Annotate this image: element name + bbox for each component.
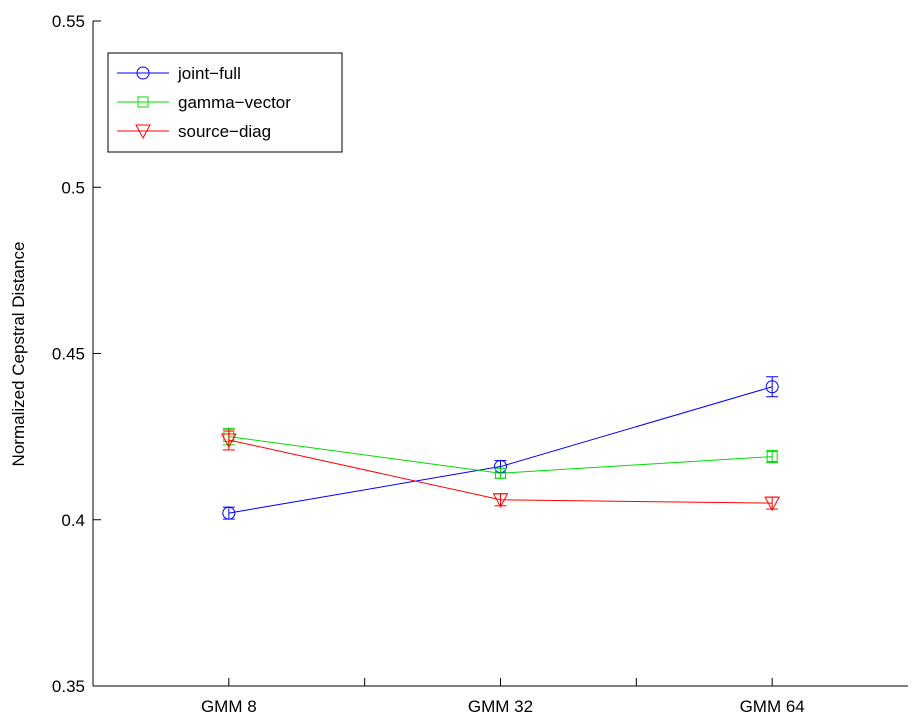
series-2: [220, 429, 781, 512]
x-tick-label: GMM 32: [468, 697, 533, 716]
triangle-marker: [135, 124, 151, 140]
circle-marker: [136, 66, 150, 80]
y-tick-label: 0.55: [52, 12, 85, 31]
triangle-marker: [492, 493, 509, 508]
x-tick-label: GMM 8: [201, 697, 257, 716]
legend: joint−full gamma−vector source−diag: [107, 52, 343, 153]
series-0: [222, 376, 779, 520]
circle-marker: [222, 506, 236, 520]
y-tick-label: 0.45: [52, 345, 85, 364]
circle-marker: [765, 380, 779, 394]
legend-label: gamma−vector: [178, 93, 291, 112]
square-marker: [137, 96, 149, 108]
y-axis-label: Normalized Cepstral Distance: [9, 242, 28, 467]
series-1: [222, 427, 779, 479]
y-tick-label: 0.5: [61, 178, 85, 197]
series-layer: [220, 376, 781, 520]
y-tick-label: 0.35: [52, 677, 85, 696]
triangle-marker: [764, 496, 781, 512]
triangle-marker: [220, 433, 237, 449]
legend-label: joint−full: [177, 64, 241, 83]
square-marker: [495, 467, 506, 479]
axes: 0.35 0.4 0.45 0.5 0.55 GMM 8 GMM 32 GMM 64: [52, 12, 908, 716]
square-marker: [766, 451, 778, 463]
y-tick-label: 0.4: [61, 511, 85, 530]
legend-label: source−diag: [178, 122, 271, 141]
x-tick-label: GMM 64: [740, 697, 805, 716]
